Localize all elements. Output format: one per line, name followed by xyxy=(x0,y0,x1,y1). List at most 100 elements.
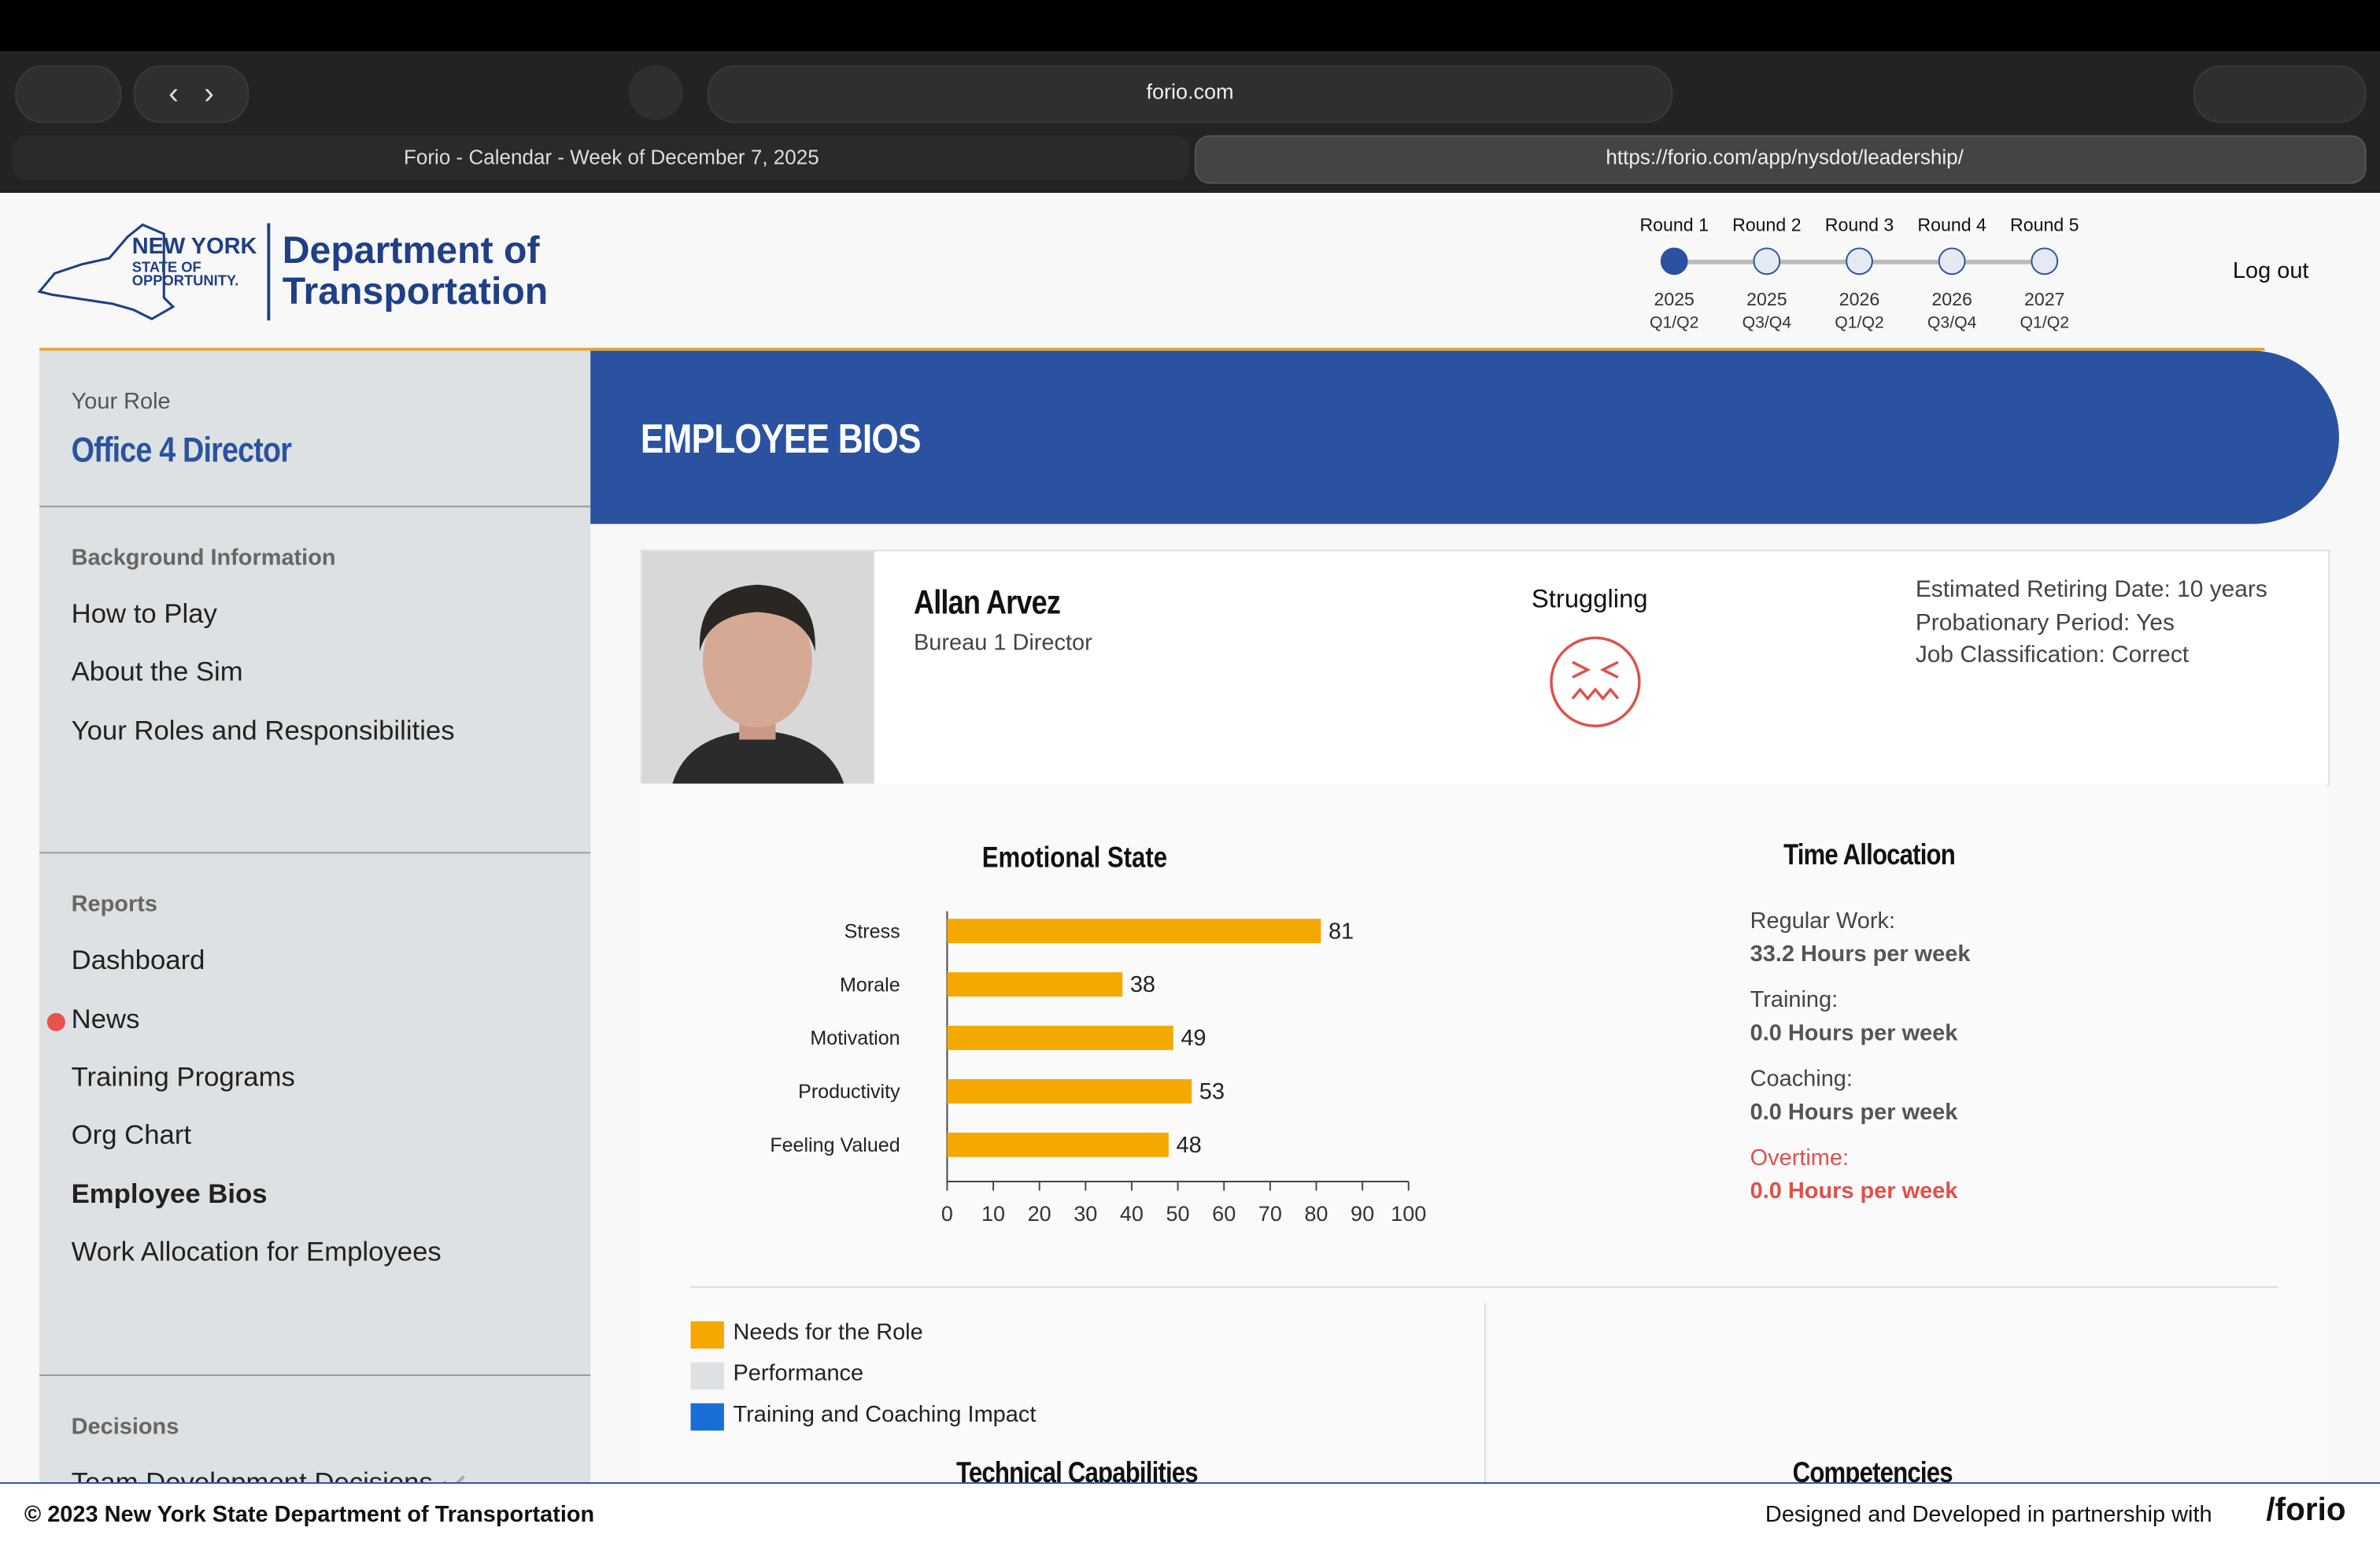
role-label: Your Role xyxy=(71,388,171,415)
nav-item[interactable]: News xyxy=(71,1003,140,1034)
legend-swatch xyxy=(690,1321,724,1349)
time-label: Overtime: xyxy=(1750,1145,1850,1171)
address-text: forio.com xyxy=(1146,79,1234,104)
legend-label: Needs for the Role xyxy=(733,1319,923,1346)
address-bar[interactable] xyxy=(707,65,1673,124)
nav-buttons[interactable]: ‹ › xyxy=(133,65,249,124)
divider xyxy=(267,223,271,321)
round-label: Round 2 xyxy=(1732,214,1802,236)
round-half: Q1/Q2 xyxy=(1835,314,1884,333)
time-label: Regular Work: xyxy=(1750,908,1896,934)
nav-item[interactable]: Employee Bios xyxy=(71,1178,268,1209)
bar xyxy=(947,1132,1169,1157)
value-label: 53 xyxy=(1199,1079,1225,1104)
legend-swatch xyxy=(690,1362,724,1390)
x-tick-label: 40 xyxy=(1120,1202,1144,1226)
round-half: Q3/Q4 xyxy=(1927,314,1977,333)
y-tick-label: Motivation xyxy=(810,1027,900,1049)
round-dot[interactable] xyxy=(1660,247,1688,276)
section-heading: Decisions xyxy=(71,1413,179,1440)
separator xyxy=(690,1286,2278,1289)
bar xyxy=(947,972,1123,997)
share-buttons[interactable] xyxy=(2193,65,2367,124)
y-tick-label: Morale xyxy=(840,974,900,996)
nav-item[interactable]: Work Allocation for Employees xyxy=(71,1236,442,1267)
x-tick-label: 30 xyxy=(1074,1202,1097,1226)
value-label: 48 xyxy=(1176,1133,1201,1158)
legend-label: Training and Coaching Impact xyxy=(733,1401,1037,1428)
time-value: 0.0 Hours per week xyxy=(1750,1020,1958,1047)
nav-item[interactable]: Your Roles and Responsibilities xyxy=(71,715,455,745)
legend-swatch xyxy=(690,1403,724,1431)
sidebar: Your Role Office 4 Director Background Inf… xyxy=(39,350,591,1546)
state-outline xyxy=(37,223,176,320)
tab-title: https://forio.com/app/nysdot/leadership/ xyxy=(1606,146,1964,169)
round-year: 2027 xyxy=(2024,288,2065,310)
detail: Job Classification: Correct xyxy=(1915,642,2190,668)
round-label: Round 5 xyxy=(2010,214,2079,236)
employee-title: Bureau 1 Director xyxy=(913,630,1092,656)
round-dot[interactable] xyxy=(1938,247,1966,276)
time-value: 0.0 Hours per week xyxy=(1750,1178,1958,1204)
nav-item[interactable]: About the Sim xyxy=(71,656,243,687)
tab-active[interactable] xyxy=(1194,135,2367,184)
nav-item[interactable]: Dashboard xyxy=(71,945,205,975)
detail: Estimated Retiring Date: 10 years xyxy=(1915,577,2267,603)
forio-brand: /forio xyxy=(2266,1492,2346,1528)
extension-icon[interactable] xyxy=(628,65,683,120)
round-year: 2025 xyxy=(1746,288,1787,310)
department: Transportation xyxy=(282,270,549,313)
credit: Designed and Developed in partnership wi… xyxy=(1765,1502,2212,1528)
nav-item[interactable]: Org Chart xyxy=(71,1119,192,1151)
banner-title: EMPLOYEE BIOS xyxy=(640,416,922,462)
nav-item[interactable]: How to Play xyxy=(71,598,217,629)
employee-name: Allan Arvez xyxy=(913,583,1061,622)
time-label: Coaching: xyxy=(1750,1066,1853,1093)
logout[interactable]: Log out xyxy=(2232,257,2309,284)
footer xyxy=(0,1481,2380,1546)
round-half: Q3/Q4 xyxy=(1742,314,1792,333)
tab-title: Forio - Calendar - Week of December 7, 2… xyxy=(403,146,819,169)
round-label: Round 4 xyxy=(1917,214,1986,236)
status-face xyxy=(1550,636,1641,727)
round-dot[interactable] xyxy=(2031,247,2059,276)
copyright: © 2023 New York State Department of Tran… xyxy=(24,1502,595,1528)
banner xyxy=(590,350,2339,524)
sidebar-button[interactable] xyxy=(15,65,122,124)
round-dot[interactable] xyxy=(1753,247,1781,276)
round-half: Q1/Q2 xyxy=(1649,314,1699,333)
tab[interactable] xyxy=(12,135,1190,181)
divider xyxy=(39,505,591,508)
status: Struggling xyxy=(1531,584,1648,614)
round-year: 2026 xyxy=(1839,288,1880,310)
divider xyxy=(39,1374,591,1376)
section-heading: Background Information xyxy=(71,545,336,571)
value-label: 81 xyxy=(1329,919,1354,944)
y-tick-label: Productivity xyxy=(798,1081,900,1103)
logo-text: OPPORTUNITY. xyxy=(131,273,239,290)
legend-label: Performance xyxy=(733,1360,864,1387)
nav-item[interactable]: Training Programs xyxy=(71,1061,295,1093)
x-tick-label: 60 xyxy=(1212,1202,1236,1226)
x-tick-label: 90 xyxy=(1351,1202,1374,1226)
detail: Probationary Period: Yes xyxy=(1915,609,2175,636)
x-tick-label: 50 xyxy=(1166,1202,1190,1226)
accent-line xyxy=(39,347,2265,351)
bar xyxy=(947,1026,1173,1050)
logo-text: STATE OF xyxy=(131,259,201,277)
separator xyxy=(1484,1303,1487,1485)
bar xyxy=(947,1078,1192,1104)
x-tick-label: 0 xyxy=(941,1202,953,1226)
x-tick-label: 80 xyxy=(1304,1202,1328,1226)
department: Department of xyxy=(282,229,540,272)
round-dot[interactable] xyxy=(1846,247,1873,276)
employee-photo xyxy=(641,551,874,784)
round-label: Round 1 xyxy=(1639,214,1709,236)
top-bar xyxy=(0,0,2380,52)
x-tick-label: 10 xyxy=(981,1202,1005,1226)
header xyxy=(0,193,2380,351)
section-heading: Reports xyxy=(71,891,157,918)
